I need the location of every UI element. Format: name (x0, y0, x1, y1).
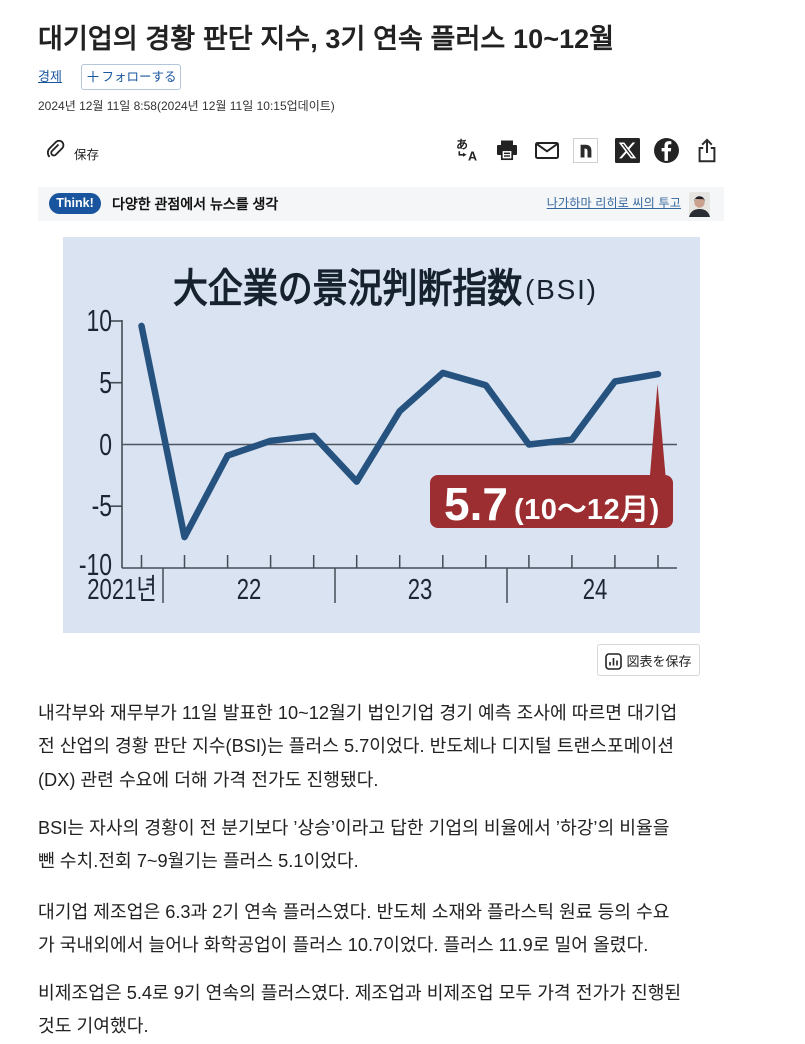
svg-text:5.7: 5.7 (444, 478, 508, 530)
svg-text:(BSI): (BSI) (525, 274, 598, 305)
svg-text:10: 10 (86, 304, 112, 338)
svg-text:24: 24 (583, 574, 608, 606)
svg-text:22: 22 (237, 574, 262, 606)
svg-text:(10〜12月): (10〜12月) (514, 494, 660, 526)
svg-text:2021년: 2021년 (87, 574, 156, 606)
svg-text:A: A (468, 150, 477, 163)
svg-text:0: 0 (99, 428, 112, 462)
svg-text:5: 5 (99, 366, 112, 400)
svg-text:-10: -10 (79, 548, 112, 582)
svg-text:あ: あ (456, 138, 468, 152)
svg-text:-5: -5 (92, 489, 112, 523)
svg-text:大企業の景況判断指数: 大企業の景況判断指数 (173, 266, 523, 311)
svg-text:23: 23 (408, 574, 433, 606)
